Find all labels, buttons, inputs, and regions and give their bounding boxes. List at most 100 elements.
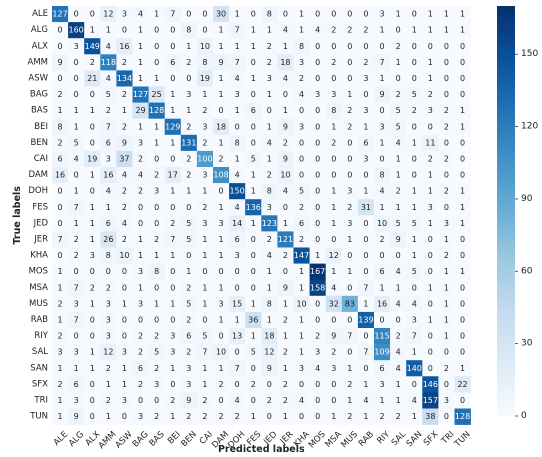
heatmap-cell bbox=[309, 215, 326, 232]
heatmap-cell bbox=[116, 311, 133, 329]
cell-value-label: 2 bbox=[444, 154, 449, 163]
heatmap-cell bbox=[213, 231, 230, 248]
cell-value-label: 3 bbox=[106, 332, 111, 341]
cell-value-label: 19 bbox=[200, 74, 210, 83]
cell-value-label: 1 bbox=[460, 267, 465, 276]
heatmap-cell bbox=[261, 231, 278, 248]
cell-value-label: 0 bbox=[412, 122, 417, 131]
y-tick-label: DAM bbox=[28, 170, 48, 180]
cell-value-label: 1 bbox=[444, 315, 449, 324]
cell-value-label: 139 bbox=[358, 315, 373, 324]
cell-value-label: 0 bbox=[444, 138, 449, 147]
cell-value-label: 0 bbox=[202, 10, 207, 19]
cell-value-label: 0 bbox=[219, 187, 224, 196]
heatmap-cell bbox=[325, 70, 343, 87]
heatmap-cell bbox=[213, 6, 230, 23]
cell-value-label: 0 bbox=[90, 187, 95, 196]
cell-value-label: 3 bbox=[315, 348, 320, 357]
cell-value-label: 0 bbox=[331, 171, 336, 180]
y-tick-label: BEI bbox=[34, 122, 48, 132]
heatmap-cell bbox=[277, 295, 294, 313]
heatmap-cell bbox=[68, 279, 85, 297]
heatmap-cell bbox=[180, 263, 198, 280]
cell-value-label: 1 bbox=[58, 364, 63, 373]
heatmap-cell bbox=[341, 231, 359, 248]
cell-value-label: 2 bbox=[106, 396, 111, 405]
heatmap-cell bbox=[261, 328, 278, 345]
heatmap-cell bbox=[148, 70, 165, 87]
heatmap-cell bbox=[357, 344, 375, 361]
heatmap-cell bbox=[132, 247, 149, 264]
heatmap-cell bbox=[357, 118, 375, 136]
cell-value-label: 3 bbox=[122, 396, 127, 405]
heatmap-cell bbox=[229, 408, 246, 425]
heatmap-cell bbox=[390, 231, 407, 248]
heatmap-cell bbox=[374, 150, 391, 168]
cell-value-label: 5 bbox=[251, 154, 256, 163]
heatmap-cell bbox=[164, 86, 182, 103]
heatmap-cell bbox=[132, 134, 149, 152]
cell-value-label: 0 bbox=[283, 203, 288, 212]
cell-value-label: 0 bbox=[154, 283, 159, 292]
cell-value-label: 1 bbox=[380, 203, 385, 212]
cell-value-label: 0 bbox=[58, 26, 63, 35]
heatmap-cell bbox=[261, 150, 278, 168]
heatmap-cell bbox=[293, 247, 310, 264]
heatmap-cell bbox=[293, 150, 310, 168]
cell-value-label: 1 bbox=[106, 203, 111, 212]
heatmap-cell bbox=[422, 263, 439, 280]
heatmap-cell bbox=[100, 134, 117, 152]
heatmap-cell bbox=[52, 183, 69, 200]
heatmap-cell bbox=[52, 118, 69, 136]
heatmap-cell bbox=[164, 392, 182, 409]
heatmap-cell bbox=[164, 54, 182, 71]
heatmap-cell bbox=[148, 295, 165, 313]
cell-value-label: 8 bbox=[154, 267, 159, 276]
x-tick-label: MUS bbox=[339, 430, 359, 450]
cell-value-label: 3 bbox=[219, 299, 224, 308]
heatmap-cell bbox=[309, 263, 326, 280]
heatmap-cell bbox=[100, 118, 117, 136]
heatmap-cell bbox=[229, 70, 246, 87]
cell-value-label: 0 bbox=[363, 251, 368, 260]
heatmap-cell bbox=[406, 328, 423, 345]
heatmap-cell bbox=[357, 102, 375, 119]
heatmap-cell bbox=[245, 150, 262, 168]
heatmap-cell bbox=[148, 328, 165, 345]
cell-value-label: 2 bbox=[444, 364, 449, 373]
cell-value-label: 1 bbox=[380, 74, 385, 83]
heatmap-cell bbox=[52, 54, 69, 71]
heatmap-cell bbox=[245, 344, 262, 361]
cell-value-label: 0 bbox=[428, 122, 433, 131]
heatmap-cell bbox=[164, 328, 182, 345]
heatmap-cell bbox=[422, 167, 439, 184]
heatmap-cell bbox=[325, 247, 343, 264]
heatmap-cell bbox=[293, 70, 310, 87]
cell-value-label: 6 bbox=[106, 138, 111, 147]
heatmap-cell bbox=[438, 392, 455, 409]
cell-value-label: 0 bbox=[347, 171, 352, 180]
heatmap-cell bbox=[180, 247, 198, 264]
cell-value-label: 3 bbox=[186, 364, 191, 373]
cell-value-label: 3 bbox=[106, 154, 111, 163]
cell-value-label: 1 bbox=[138, 235, 143, 244]
cell-value-label: 1 bbox=[412, 187, 417, 196]
cell-value-label: 8 bbox=[106, 251, 111, 260]
heatmap-cell bbox=[309, 38, 326, 55]
heatmap-cell bbox=[164, 38, 182, 55]
cell-value-label: 1 bbox=[219, 74, 224, 83]
cell-value-label: 2 bbox=[396, 42, 401, 51]
x-tick-label: RAB bbox=[357, 429, 376, 448]
heatmap-cell bbox=[213, 311, 230, 329]
heatmap-cell bbox=[68, 311, 85, 329]
cell-value-label: 16 bbox=[377, 299, 387, 308]
cell-value-label: 0 bbox=[460, 315, 465, 324]
cell-value-label: 4 bbox=[267, 138, 272, 147]
cell-value-label: 0 bbox=[170, 154, 175, 163]
cell-value-label: 0 bbox=[460, 58, 465, 67]
cell-value-label: 7 bbox=[235, 58, 240, 67]
heatmap-cell bbox=[100, 311, 117, 329]
heatmap-cell bbox=[68, 134, 85, 152]
cell-value-label: 8 bbox=[267, 299, 272, 308]
heatmap-cell bbox=[374, 247, 391, 264]
